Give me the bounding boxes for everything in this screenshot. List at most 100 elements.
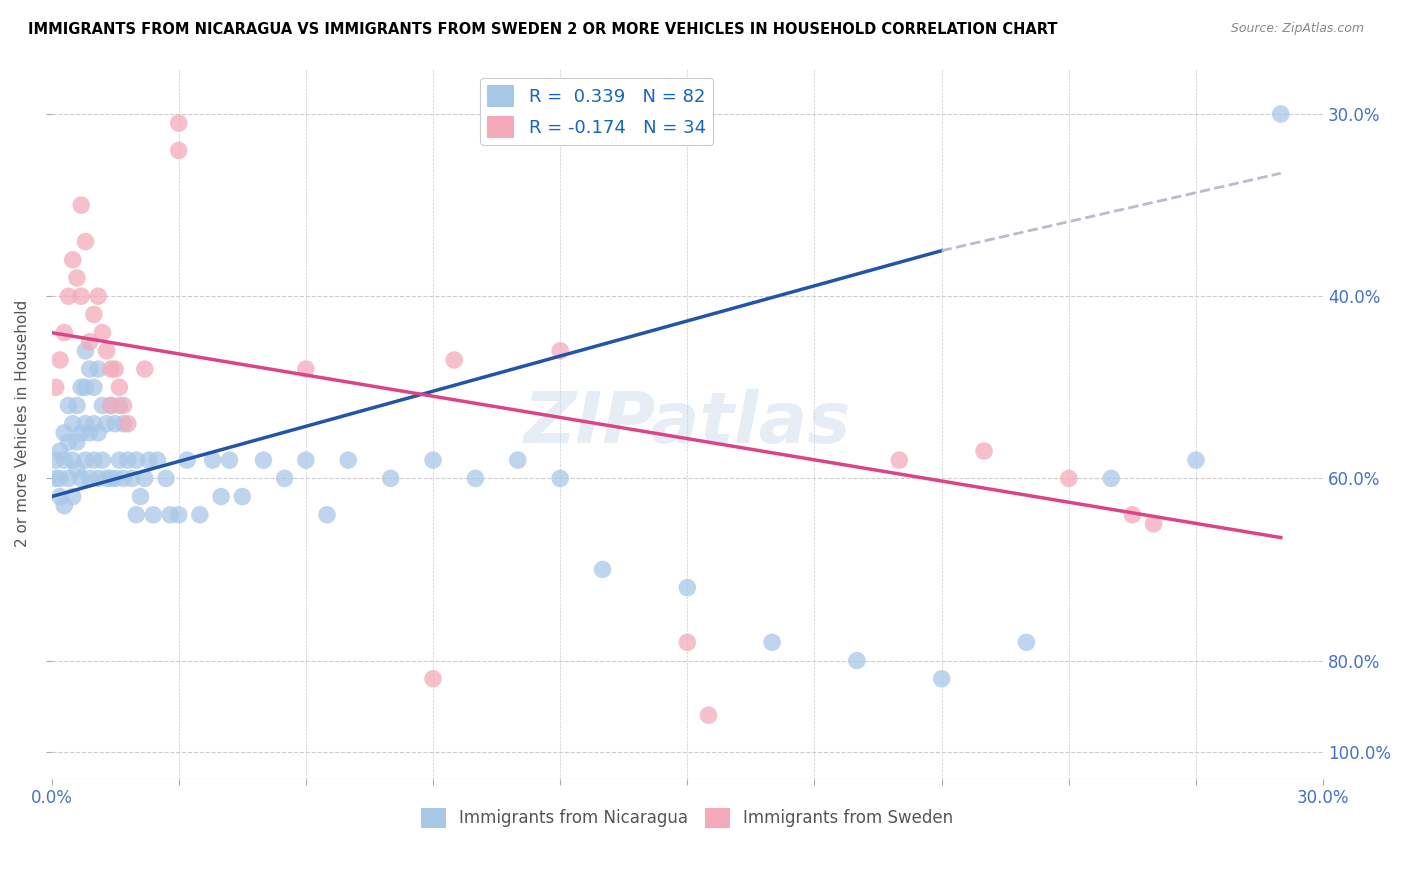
Point: [45, 380, 67, 394]
Point: [218, 453, 240, 467]
Point: [108, 399, 131, 413]
Point: [845, 653, 868, 667]
Point: [125, 453, 148, 467]
Point: [1142, 516, 1164, 531]
Point: [53, 499, 76, 513]
Point: [1121, 508, 1143, 522]
Point: [49, 444, 72, 458]
Point: [506, 453, 529, 467]
Point: [252, 453, 274, 467]
Point: [62, 417, 84, 431]
Point: [79, 471, 101, 485]
Point: [121, 471, 143, 485]
Point: [422, 672, 444, 686]
Point: [66, 434, 89, 449]
Point: [45, 471, 67, 485]
Point: [295, 453, 318, 467]
Point: [159, 508, 181, 522]
Point: [58, 434, 80, 449]
Point: [337, 453, 360, 467]
Point: [66, 399, 89, 413]
Point: [87, 289, 110, 303]
Point: [70, 198, 93, 212]
Point: [295, 362, 318, 376]
Point: [96, 471, 118, 485]
Point: [155, 471, 177, 485]
Point: [62, 453, 84, 467]
Point: [66, 271, 89, 285]
Legend: Immigrants from Nicaragua, Immigrants from Sweden: Immigrants from Nicaragua, Immigrants fr…: [415, 801, 960, 835]
Point: [104, 362, 127, 376]
Point: [142, 508, 165, 522]
Point: [761, 635, 783, 649]
Point: [100, 399, 122, 413]
Point: [889, 453, 911, 467]
Point: [209, 490, 232, 504]
Point: [697, 708, 720, 723]
Point: [91, 399, 114, 413]
Point: [79, 362, 101, 376]
Point: [58, 289, 80, 303]
Point: [75, 417, 97, 431]
Point: [49, 353, 72, 368]
Point: [201, 453, 224, 467]
Point: [1270, 107, 1292, 121]
Point: [931, 672, 953, 686]
Point: [100, 399, 122, 413]
Point: [316, 508, 339, 522]
Point: [70, 289, 93, 303]
Point: [548, 343, 571, 358]
Point: [548, 471, 571, 485]
Point: [134, 471, 156, 485]
Point: [676, 635, 699, 649]
Point: [117, 453, 139, 467]
Point: [91, 326, 114, 340]
Point: [112, 471, 135, 485]
Y-axis label: 2 or more Vehicles in Household: 2 or more Vehicles in Household: [15, 300, 30, 548]
Point: [188, 508, 211, 522]
Point: [100, 471, 122, 485]
Point: [1099, 471, 1122, 485]
Point: [1015, 635, 1038, 649]
Point: [45, 453, 67, 467]
Text: Source: ZipAtlas.com: Source: ZipAtlas.com: [1230, 22, 1364, 36]
Point: [79, 334, 101, 349]
Point: [75, 343, 97, 358]
Point: [117, 417, 139, 431]
Point: [592, 562, 614, 576]
Text: IMMIGRANTS FROM NICARAGUA VS IMMIGRANTS FROM SWEDEN 2 OR MORE VEHICLES IN HOUSEH: IMMIGRANTS FROM NICARAGUA VS IMMIGRANTS …: [28, 22, 1057, 37]
Point: [167, 144, 190, 158]
Point: [108, 453, 131, 467]
Point: [49, 471, 72, 485]
Point: [83, 453, 105, 467]
Point: [87, 471, 110, 485]
Point: [134, 362, 156, 376]
Point: [129, 490, 152, 504]
Point: [112, 399, 135, 413]
Point: [380, 471, 402, 485]
Point: [66, 462, 89, 476]
Point: [176, 453, 198, 467]
Point: [422, 453, 444, 467]
Text: ZIPatlas: ZIPatlas: [523, 389, 851, 458]
Point: [676, 581, 699, 595]
Point: [112, 417, 135, 431]
Point: [138, 453, 160, 467]
Point: [91, 453, 114, 467]
Point: [75, 453, 97, 467]
Point: [96, 417, 118, 431]
Point: [83, 307, 105, 321]
Point: [973, 444, 995, 458]
Point: [79, 425, 101, 440]
Point: [1185, 453, 1208, 467]
Point: [96, 343, 118, 358]
Point: [464, 471, 486, 485]
Point: [58, 399, 80, 413]
Point: [100, 362, 122, 376]
Point: [58, 471, 80, 485]
Point: [70, 425, 93, 440]
Point: [104, 471, 127, 485]
Point: [125, 508, 148, 522]
Point: [443, 353, 465, 368]
Point: [167, 508, 190, 522]
